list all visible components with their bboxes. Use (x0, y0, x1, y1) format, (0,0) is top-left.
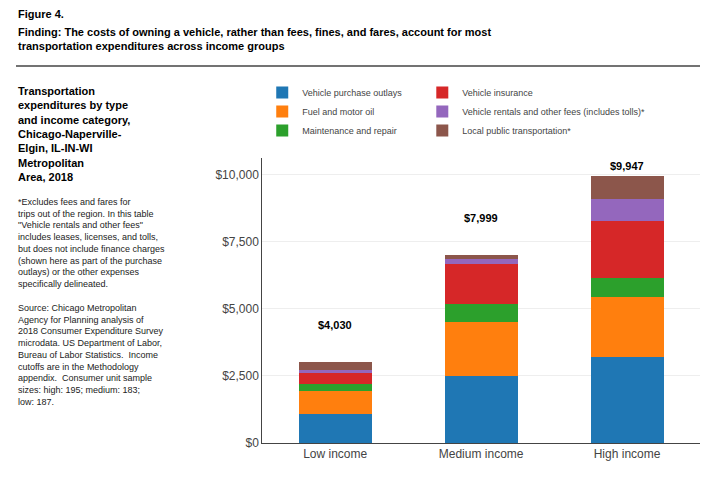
svg-text:Medium income: Medium income (439, 447, 524, 461)
svg-text:$7,999: $7,999 (464, 212, 498, 224)
svg-text:High income: High income (594, 447, 661, 461)
svg-text:Transportationexpenditures by: Transportationexpenditures by typeand in… (18, 85, 130, 183)
svg-text:*Excludes fees and fares fortr: *Excludes fees and fares fortrips out of… (18, 197, 165, 289)
svg-text:$2,500: $2,500 (222, 369, 259, 383)
svg-text:$4,030: $4,030 (318, 319, 352, 331)
svg-text:Vehicle insurance: Vehicle insurance (462, 88, 533, 98)
svg-text:Vehicle purchase outlays: Vehicle purchase outlays (302, 88, 402, 98)
svg-text:$10,000: $10,000 (215, 168, 259, 182)
svg-text:Finding: The costs of owning a: Finding: The costs of owning a vehicle, … (18, 26, 491, 52)
svg-text:Source: Chicago MetropolitanAg: Source: Chicago MetropolitanAgency for P… (18, 303, 164, 407)
svg-text:Local public transportation*: Local public transportation* (462, 126, 571, 136)
svg-text:Maintenance and repair: Maintenance and repair (302, 126, 397, 136)
svg-text:$0: $0 (245, 436, 259, 450)
svg-text:Figure 4.: Figure 4. (18, 8, 64, 20)
svg-text:Low income: Low income (303, 447, 367, 461)
svg-text:Fuel and motor oil: Fuel and motor oil (302, 107, 374, 117)
svg-text:Vehicle rentals and other fees: Vehicle rentals and other fees (includes… (462, 107, 645, 117)
svg-text:$5,000: $5,000 (222, 302, 259, 316)
svg-text:$7,500: $7,500 (222, 235, 259, 249)
svg-text:$9,947: $9,947 (610, 160, 644, 172)
